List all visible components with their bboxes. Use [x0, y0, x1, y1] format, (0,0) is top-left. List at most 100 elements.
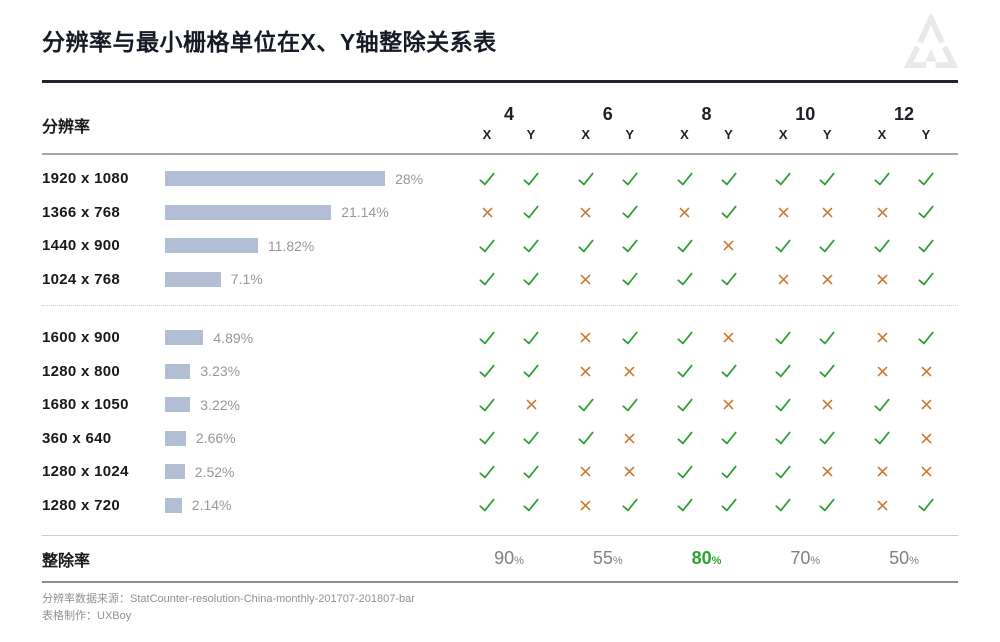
share-percent: 4.89%	[213, 329, 254, 346]
share-bar	[165, 330, 204, 346]
check-icon	[707, 202, 751, 222]
mark-group	[663, 395, 751, 415]
check-icon	[509, 269, 553, 289]
table-row: 1280 x 1024 2.52%	[42, 455, 958, 489]
share-bar	[165, 497, 182, 513]
rate-unit: %	[909, 555, 919, 567]
share-bar-area: 3.22%	[165, 397, 465, 413]
share-bar-area: 21.14%	[165, 204, 465, 220]
cross-icon	[564, 361, 608, 381]
grid-unit-label: 4	[503, 104, 514, 124]
mark-group	[663, 169, 751, 189]
share-percent: 2.52%	[194, 463, 235, 480]
mark-group	[663, 236, 751, 256]
mark-group	[564, 328, 652, 348]
grid-unit-group: 12 X Y	[860, 103, 948, 145]
check-icon	[904, 495, 948, 515]
share-bar-area: 4.89%	[165, 330, 465, 346]
share-bar-area: 11.82%	[165, 238, 465, 254]
mark-group	[465, 428, 553, 448]
check-icon	[465, 361, 509, 381]
check-icon	[904, 236, 948, 256]
footnote-credit: 表格制作：UXBoy	[42, 610, 132, 622]
share-bar	[165, 271, 221, 287]
mark-group	[663, 462, 751, 482]
mark-group	[860, 328, 948, 348]
table-row: 1280 x 800 3.23%	[42, 355, 958, 389]
mark-group	[564, 269, 652, 289]
check-icon	[663, 269, 707, 289]
check-icon	[509, 361, 553, 381]
cross-icon	[904, 395, 948, 415]
share-percent: 7.1%	[230, 271, 263, 288]
rate-unit: %	[612, 555, 623, 567]
check-icon	[805, 361, 849, 381]
axis-x-label: X	[680, 127, 689, 142]
check-icon	[465, 169, 509, 189]
group-divider	[42, 305, 958, 306]
check-icon	[608, 269, 652, 289]
mark-group	[761, 361, 849, 381]
share-bar	[165, 238, 258, 254]
check-icon	[509, 495, 553, 515]
check-icon	[509, 462, 553, 482]
grid-unit-group: 10 X Y	[761, 103, 849, 145]
check-icon	[805, 428, 849, 448]
mark-group	[860, 395, 948, 415]
mark-group	[860, 361, 948, 381]
cross-icon	[761, 202, 805, 222]
rate-value: 90	[494, 548, 515, 568]
mark-group	[564, 361, 652, 381]
check-icon	[608, 495, 652, 515]
resolution-label: 1920 x 1080	[42, 170, 129, 188]
share-bar	[165, 430, 186, 446]
check-icon	[663, 495, 707, 515]
mark-group	[663, 361, 751, 381]
check-icon	[465, 236, 509, 256]
share-percent: 2.66%	[195, 430, 236, 447]
mark-group	[564, 169, 652, 189]
resolution-label: 360 x 640	[42, 429, 112, 447]
check-icon	[663, 395, 707, 415]
marks-row	[465, 395, 948, 415]
check-icon	[805, 169, 849, 189]
cross-icon	[608, 462, 652, 482]
table-row: 1440 x 900 11.82%	[42, 229, 958, 263]
check-icon	[465, 428, 509, 448]
axis-y-label: Y	[526, 127, 536, 142]
check-icon	[465, 395, 509, 415]
mark-group	[761, 428, 849, 448]
check-icon	[564, 395, 608, 415]
table-row: 1600 x 900 4.89%	[42, 321, 958, 355]
check-icon	[761, 495, 805, 515]
check-icon	[707, 361, 751, 381]
cross-icon	[707, 236, 751, 256]
resolution-column-header: 分辨率	[42, 119, 91, 136]
share-percent: 28%	[395, 170, 424, 187]
mark-group	[663, 269, 751, 289]
cross-icon	[465, 202, 509, 222]
cross-icon	[707, 328, 751, 348]
mark-group	[761, 169, 849, 189]
share-bar-area: 2.14%	[165, 497, 465, 513]
cross-icon	[564, 269, 608, 289]
axis-x-label: X	[877, 127, 887, 142]
check-icon	[904, 328, 948, 348]
check-icon	[904, 169, 948, 189]
check-icon	[663, 361, 707, 381]
mark-group	[860, 462, 948, 482]
share-bar	[165, 204, 332, 220]
grid-unit-headers: 4 X Y 6 X Y 8 X Y 10 X Y 12 X Y	[465, 103, 948, 145]
mark-group	[761, 462, 849, 482]
resolution-label: 1366 x 768	[42, 203, 121, 221]
share-percent: 11.82%	[267, 237, 315, 254]
mark-group	[860, 236, 948, 256]
check-icon	[509, 202, 553, 222]
cross-icon	[608, 428, 652, 448]
check-icon	[465, 328, 509, 348]
